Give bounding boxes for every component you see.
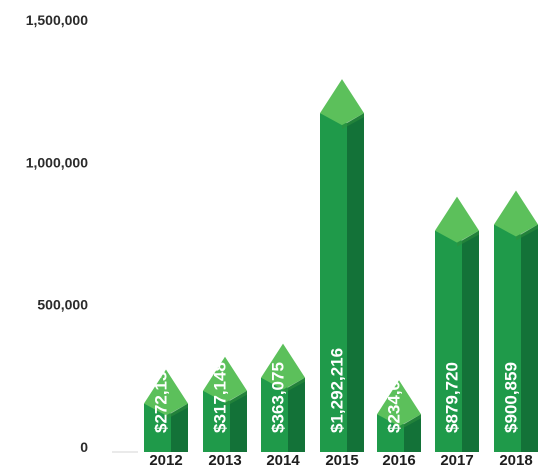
bar-front-face — [203, 390, 230, 452]
bar-cap-shadow — [516, 224, 538, 241]
bar-side-face — [230, 390, 247, 452]
bar-2016: $234,614 — [377, 362, 421, 452]
bar-cap — [144, 369, 188, 416]
bar-cap-shadow — [457, 230, 479, 247]
bar-side-face — [462, 230, 479, 452]
y-tick-label: 500,000 — [37, 297, 88, 313]
bar-value-label: $234,614 — [384, 362, 403, 433]
bar-cap-shadow — [342, 113, 364, 130]
bar-2014: $363,075 — [261, 343, 305, 452]
x-axis: 2012 2013 2014 2015 2016 2017 2018 — [149, 452, 532, 467]
bar-cap — [377, 380, 421, 427]
bar-2012: $272,130 — [144, 362, 188, 452]
bar-cap-shadow — [283, 377, 305, 394]
bar-side-face — [347, 113, 364, 453]
x-tick-label: 2014 — [266, 452, 300, 467]
bar-cap-shadow — [399, 414, 421, 431]
bar-cap — [320, 79, 364, 126]
bar-cap-shadow — [166, 403, 188, 420]
bar-cap — [494, 190, 538, 237]
y-tick-label: 1,500,000 — [26, 12, 88, 28]
x-tick-label: 2018 — [499, 452, 532, 467]
bar-2018: $900,859 — [494, 190, 538, 452]
bar-side-face — [521, 224, 538, 452]
bar-side-face — [171, 403, 188, 452]
bar-cap — [261, 343, 305, 390]
bar-front-face — [261, 377, 288, 452]
bar-front-face — [144, 403, 171, 452]
x-tick-label: 2013 — [208, 452, 241, 467]
bar-value-label: $879,720 — [442, 362, 461, 433]
bar-cap — [435, 196, 479, 243]
y-axis: 0 500,000 1,000,000 1,500,000 — [26, 12, 89, 455]
bar-2017: $879,720 — [435, 196, 479, 452]
x-tick-label: 2017 — [440, 452, 473, 467]
y-tick-label: 1,000,000 — [26, 154, 88, 170]
bar-cap-shadow — [225, 390, 247, 407]
bar-value-label: $317,148 — [210, 362, 229, 433]
bars: $272,130 $317,148 $363,075 $1,292,216 $234,6… — [144, 79, 538, 453]
x-tick-label: 2016 — [382, 452, 415, 467]
bar-side-face — [288, 377, 305, 452]
y-tick-label: 0 — [80, 439, 88, 455]
x-tick-label: 2012 — [149, 452, 182, 467]
bar-2015: $1,292,216 — [320, 79, 364, 453]
bar-front-face — [494, 224, 521, 452]
bar-cap — [203, 356, 247, 403]
bar-value-label: $1,292,216 — [327, 348, 346, 433]
bar-value-label: $363,075 — [268, 362, 287, 433]
x-tick-label: 2015 — [325, 452, 358, 467]
bar-value-label: $272,130 — [151, 362, 170, 433]
bar-front-face — [435, 230, 462, 452]
bar-front-face — [320, 113, 347, 453]
bar-2013: $317,148 — [203, 356, 247, 452]
bar-value-label: $900,859 — [501, 362, 520, 433]
